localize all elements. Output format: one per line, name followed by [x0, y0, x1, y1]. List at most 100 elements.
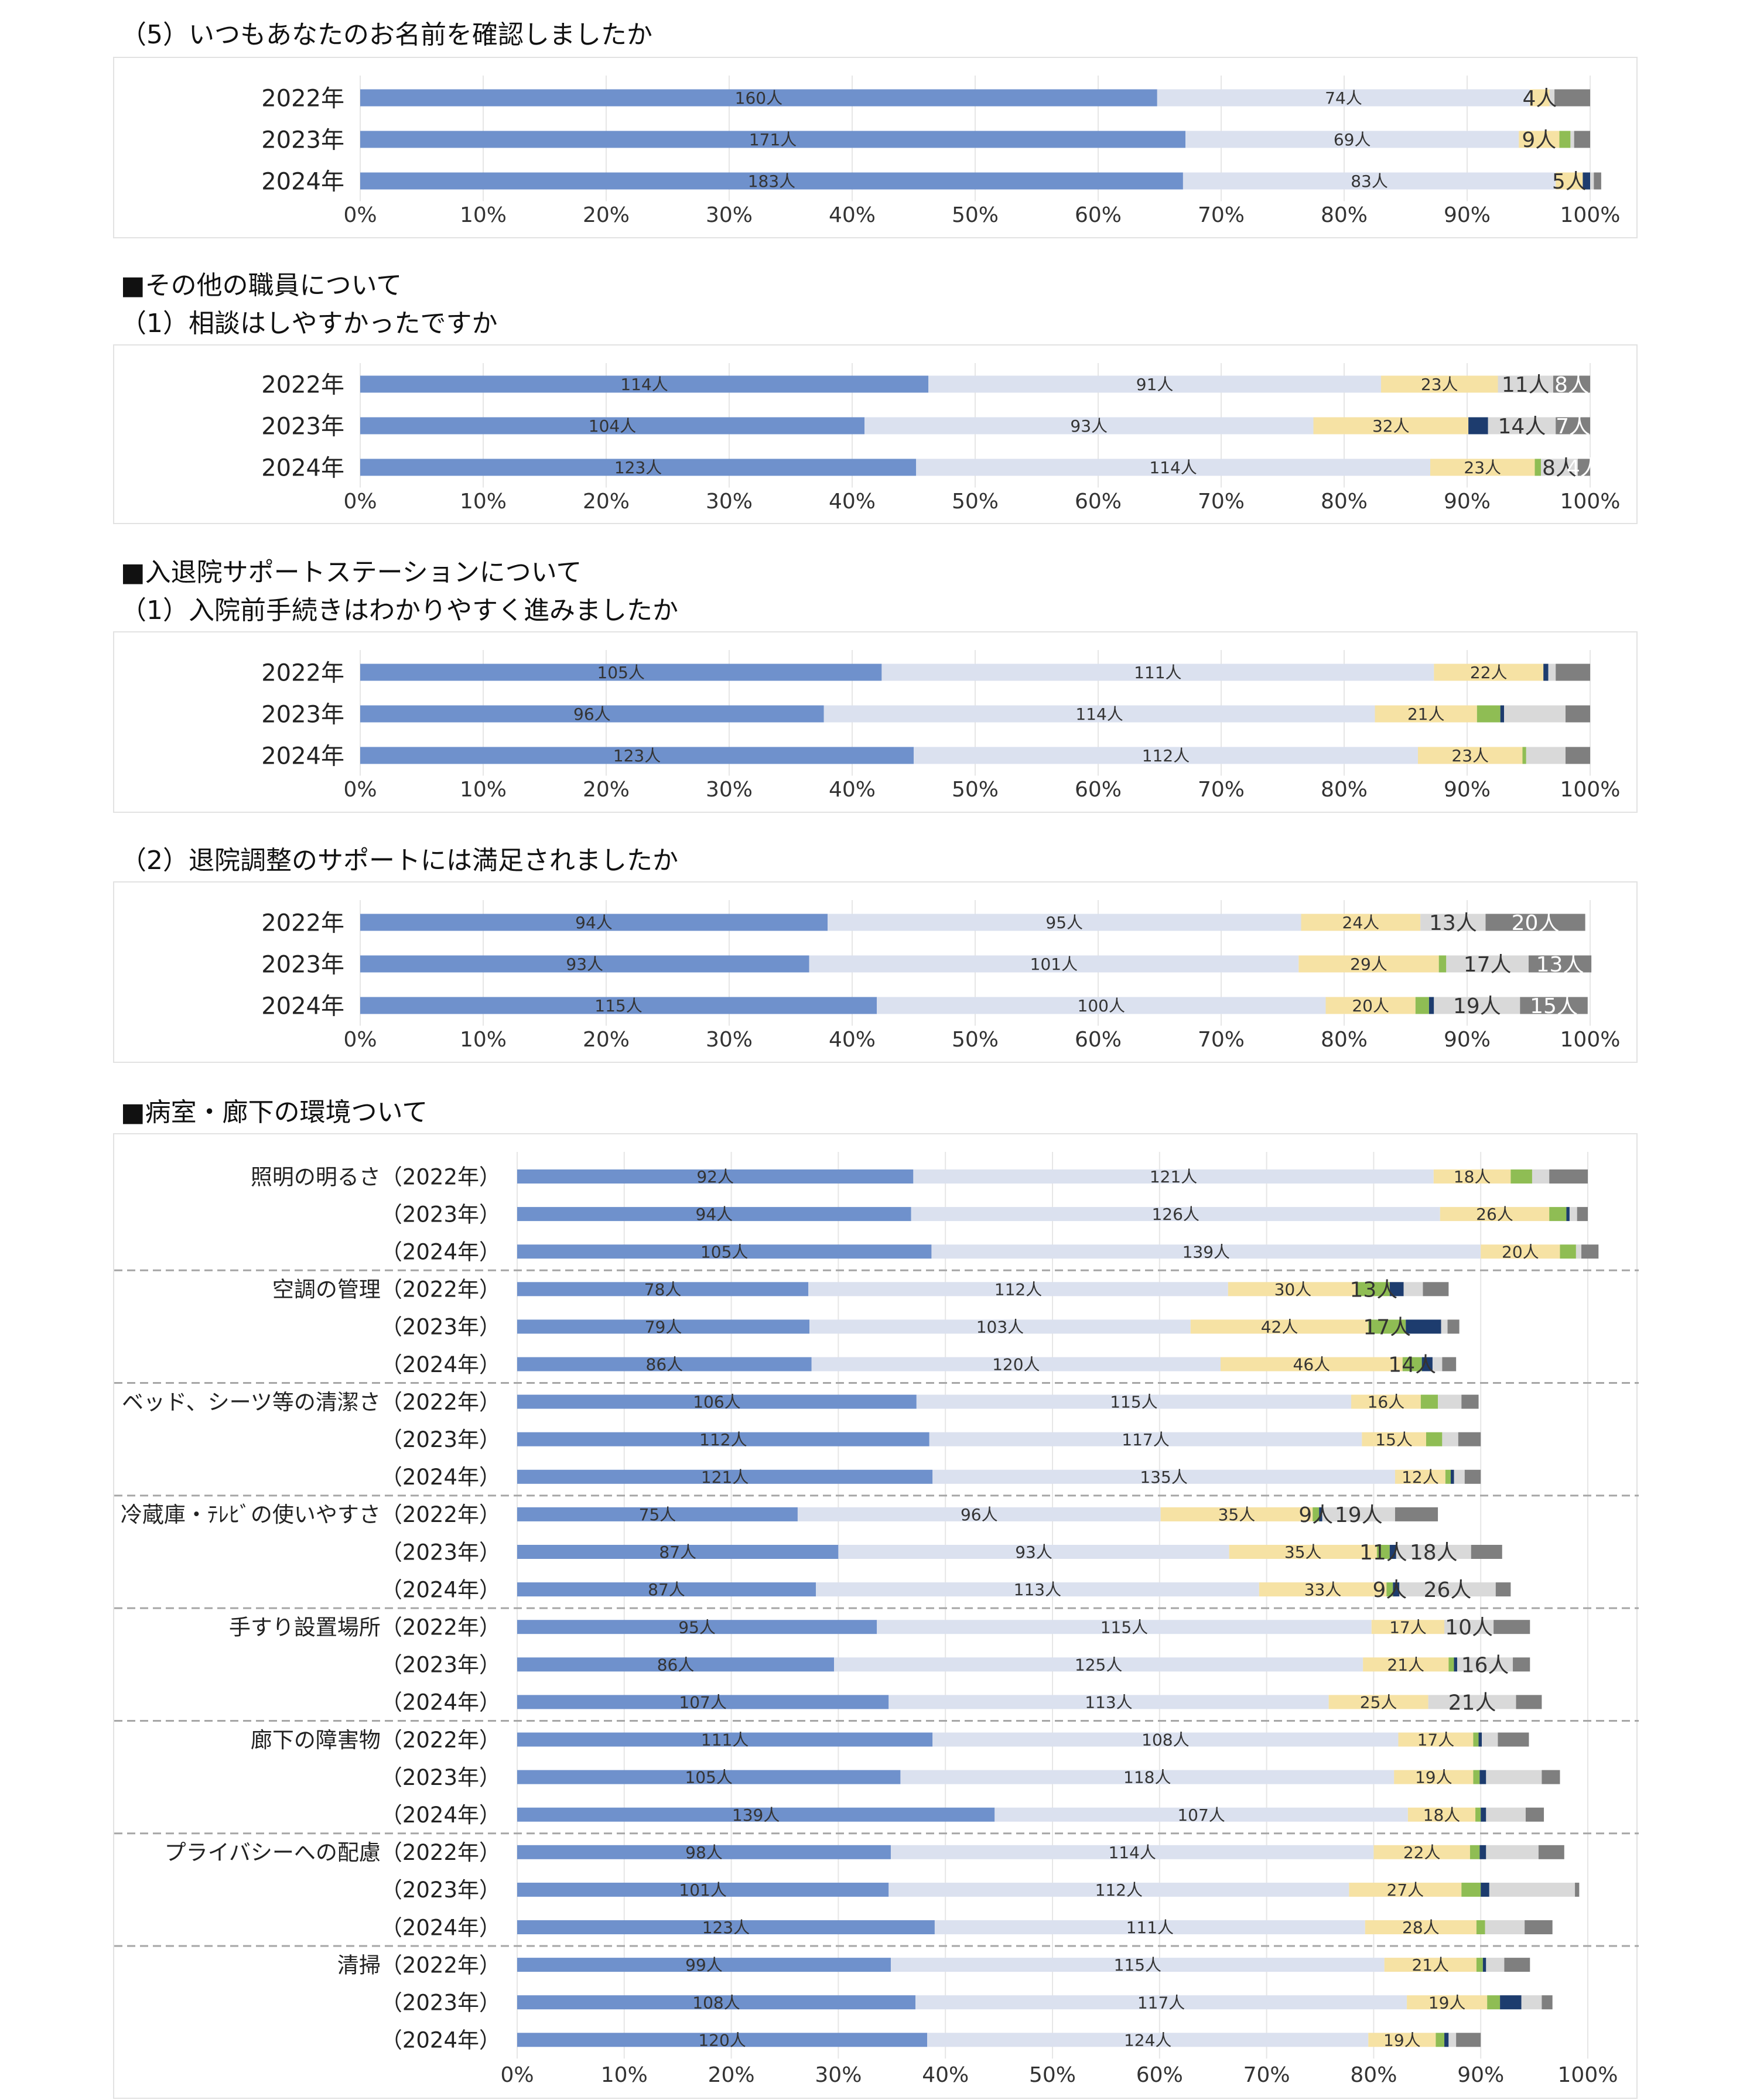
bar-segment — [1375, 705, 1477, 723]
x-tick-label: 20% — [583, 778, 630, 802]
data-label: 23人 — [1421, 375, 1458, 394]
data-label: 16人 — [1368, 1393, 1405, 1412]
bar-segment — [1384, 1958, 1477, 1972]
data-label: 33人 — [1304, 1580, 1342, 1599]
x-tick-label: 40% — [829, 203, 876, 227]
bar-segment — [1220, 1357, 1403, 1372]
bar-segment — [1368, 2033, 1436, 2047]
bar-segment — [517, 1357, 812, 1372]
x-tick-label: 30% — [706, 1028, 753, 1052]
bar-segment — [931, 1244, 1481, 1259]
x-tick-label: 100% — [1560, 778, 1621, 802]
bar-segment — [1433, 1169, 1511, 1184]
bar-segment — [1393, 1582, 1400, 1597]
bar-segment — [1398, 1732, 1474, 1747]
data-label: 93人 — [566, 955, 603, 974]
bar-segment — [1529, 955, 1592, 973]
data-label: 19人 — [1383, 2030, 1421, 2050]
bar-segment — [900, 1770, 1395, 1784]
bar-segment — [1421, 1357, 1433, 1372]
category-label: （2024年） — [381, 1915, 501, 1940]
x-tick-label: 0% — [343, 490, 377, 514]
data-label: 126人 — [1151, 1205, 1199, 1224]
x-tick-label: 70% — [1198, 778, 1245, 802]
bar-segment — [517, 1770, 901, 1784]
bar-segment — [1448, 2033, 1457, 2047]
bar-segment — [1444, 1620, 1494, 1634]
data-label: 26人 — [1424, 1578, 1472, 1602]
category-label: 廊下の障害物（2022年） — [251, 1728, 501, 1753]
data-label: 9人 — [1298, 1503, 1333, 1527]
x-tick-label: 50% — [952, 490, 999, 514]
category-label: プライバシーへの配慮（2022年） — [165, 1840, 501, 1865]
data-label: 75人 — [639, 1505, 676, 1524]
bar-segment — [1481, 1807, 1486, 1822]
data-label: 105人 — [685, 1768, 732, 1787]
data-label: 118人 — [1123, 1768, 1171, 1787]
data-label: 120人 — [698, 2030, 746, 2050]
bar-segment — [1420, 1394, 1438, 1409]
bar-segment — [828, 914, 1301, 931]
data-label: 98人 — [685, 1843, 723, 1862]
bar-segment — [517, 1432, 929, 1446]
bar-segment — [1182, 172, 1556, 190]
bar-segment — [1493, 1620, 1530, 1634]
data-label: 5人 — [1552, 170, 1587, 194]
bar-segment — [1542, 1995, 1553, 2010]
data-label: 111人 — [1126, 1918, 1174, 1937]
data-label: 117人 — [1122, 1430, 1169, 1449]
data-label: 13人 — [1536, 953, 1584, 977]
data-label: 106人 — [693, 1393, 740, 1412]
bar-segment — [517, 1958, 891, 1972]
bar-segment — [1399, 1582, 1496, 1597]
bar-segment — [1489, 1882, 1575, 1897]
bar-segment — [1438, 955, 1447, 973]
x-tick-label: 80% — [1321, 778, 1368, 802]
data-label: 117人 — [1137, 1993, 1185, 2012]
bar-segment — [1525, 1807, 1544, 1822]
bar-segment — [1438, 1394, 1462, 1409]
bar-segment — [1498, 1732, 1529, 1747]
data-label: 105人 — [700, 1242, 748, 1261]
bar-segment — [360, 417, 864, 435]
category-label: 照明の明るさ（2022年） — [251, 1164, 501, 1189]
data-label: 125人 — [1075, 1655, 1122, 1674]
category-label: 2023年 — [261, 701, 344, 728]
bar-segment — [1420, 914, 1486, 931]
bar-segment — [1520, 997, 1588, 1014]
bar-segment — [913, 1169, 1434, 1184]
data-label: 115人 — [1114, 1955, 1161, 1975]
bar-segment — [1481, 1882, 1489, 1897]
bar-segment — [360, 375, 929, 393]
data-label: 23人 — [1451, 746, 1489, 765]
bar-segment — [1301, 914, 1421, 931]
bar-segment — [1543, 663, 1549, 681]
x-tick-label: 40% — [829, 1028, 876, 1052]
bar-segment — [1486, 1807, 1526, 1822]
category-label: 2024年 — [261, 168, 344, 195]
bar-segment — [1485, 914, 1585, 931]
chart-panel-discharge: 0% 10% 20% 30% 40% 50% 60% 70% 80% 90% 100% 2022年 94… — [113, 881, 1638, 1063]
data-label: 20人 — [1502, 1242, 1539, 1261]
chart-panel-name-check: 0% 10% 20% 30% 40% 50% 60% 70% 80% 90% 100% 2022年 16… — [113, 57, 1638, 238]
data-label: 46人 — [1293, 1355, 1331, 1374]
x-tick-label: 80% — [1321, 1028, 1368, 1052]
bar-segment — [1434, 997, 1520, 1014]
bar-segment — [914, 747, 1418, 764]
bar-segment — [1578, 459, 1590, 476]
data-label: 74人 — [1325, 88, 1362, 108]
x-tick-label: 50% — [952, 778, 999, 802]
data-label: 114人 — [620, 375, 668, 394]
stacked-bar-chart-1: 0% 10% 20% 30% 40% 50% 60% 70% 80% 90% 100% 2022年 11… — [261, 363, 1620, 514]
data-label: 123人 — [614, 458, 662, 477]
data-label: 112人 — [1142, 746, 1190, 765]
x-tick-label: 20% — [708, 2063, 755, 2087]
bar-segment — [1428, 1695, 1516, 1709]
bar-segment — [1447, 1319, 1460, 1334]
data-label: 35人 — [1284, 1542, 1322, 1562]
x-tick-label: 100% — [1560, 1028, 1621, 1052]
data-label: 21人 — [1412, 1955, 1449, 1975]
x-tick-label: 60% — [1136, 2063, 1183, 2087]
category-label: （2023年） — [381, 1653, 501, 1678]
data-label: 12人 — [1402, 1468, 1439, 1487]
